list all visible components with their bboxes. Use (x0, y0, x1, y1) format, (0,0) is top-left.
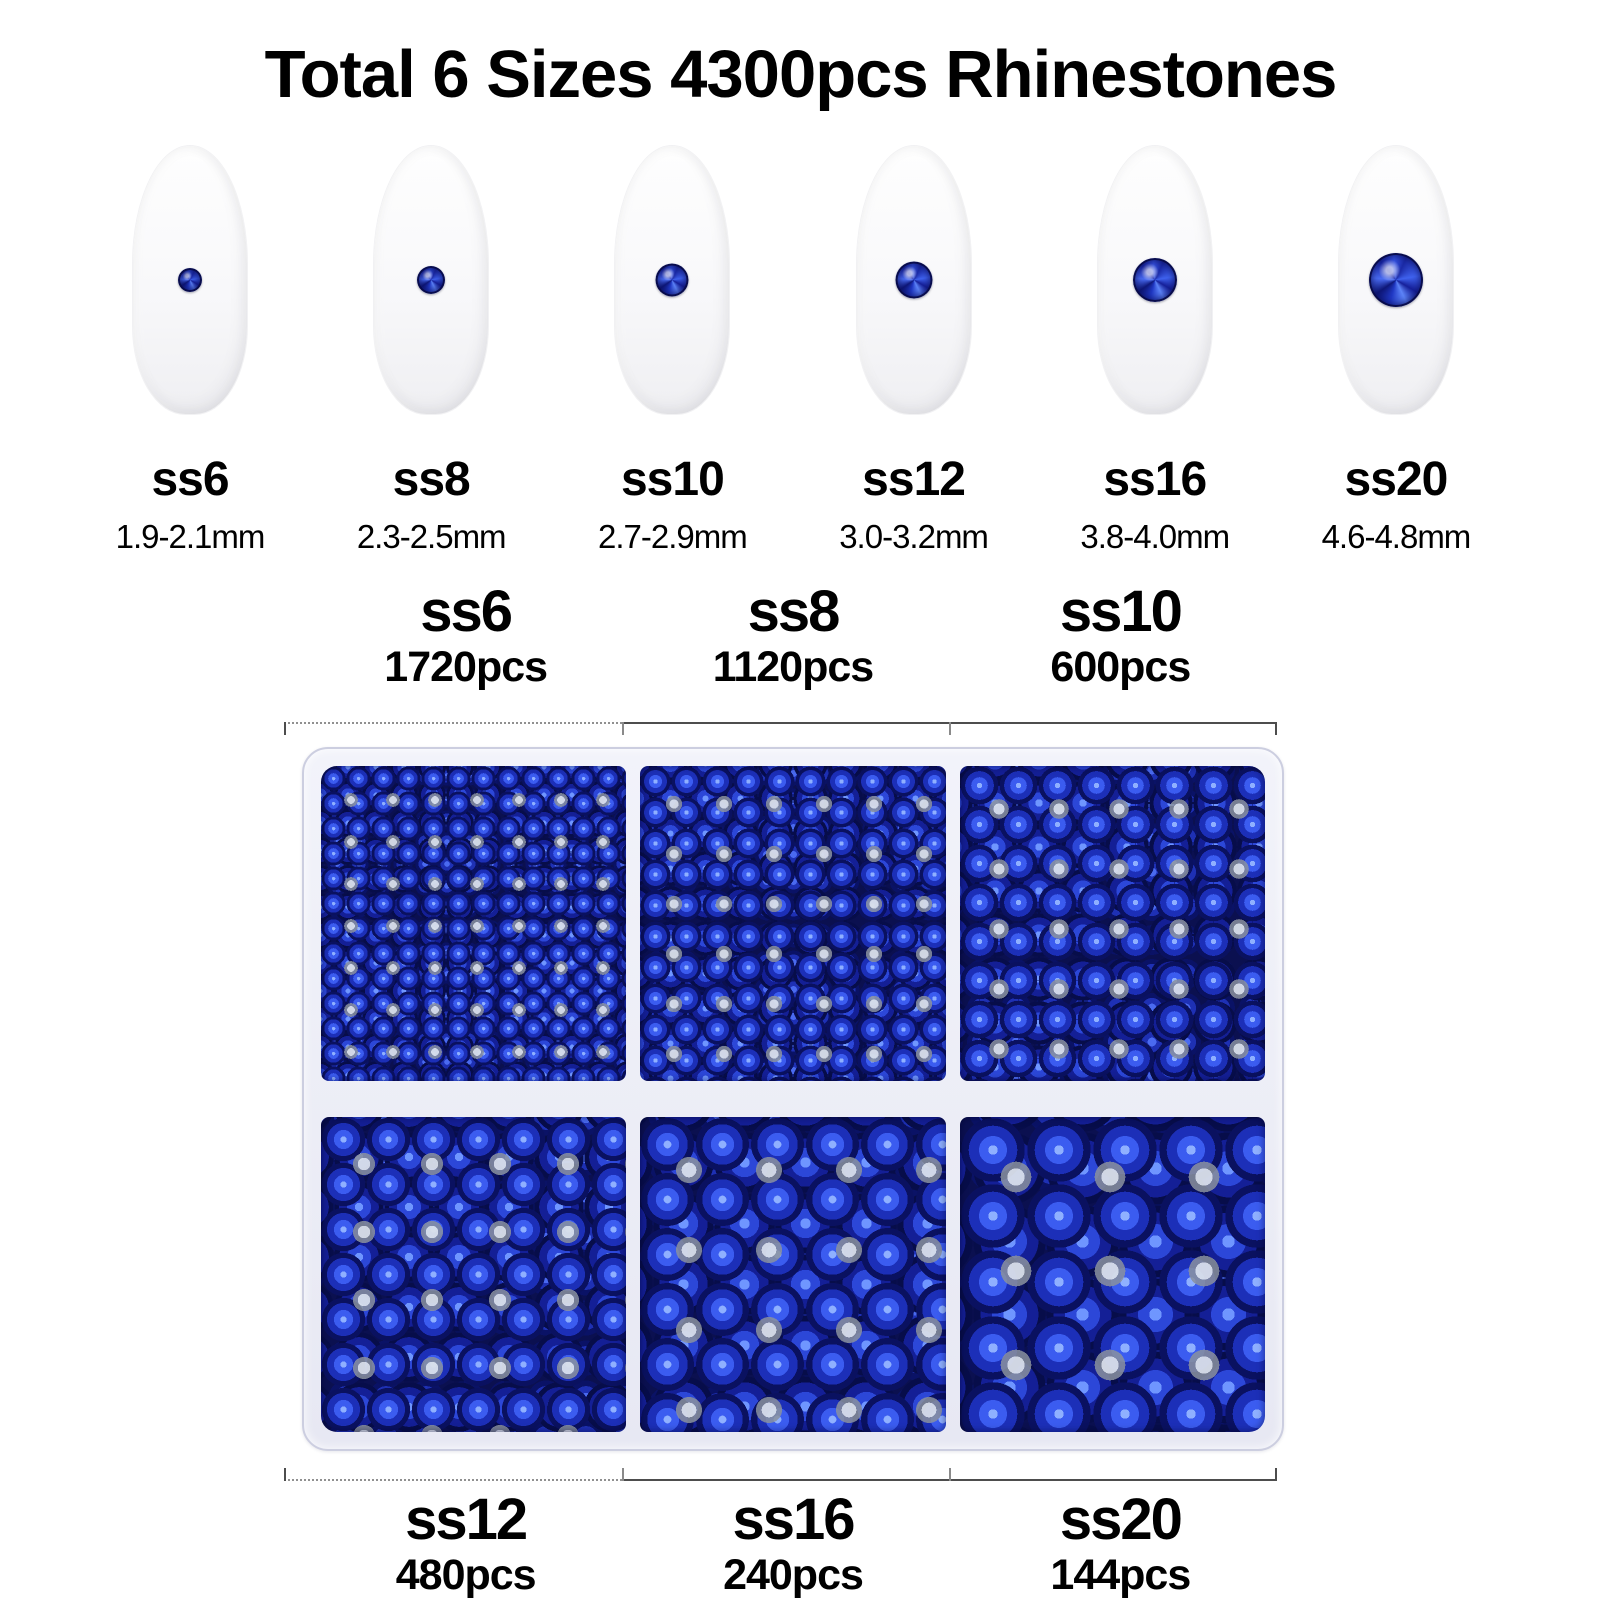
nail-samples-row: ss6 1.9-2.1mm ss8 2.3-2.5mm ss10 2.7-2.9… (80, 146, 1506, 553)
compartment-ss10 (959, 766, 1265, 1081)
nail-range-label: 2.7-2.9mm (598, 518, 748, 555)
box-label-ss16: ss16 240pcs (629, 1487, 956, 1600)
box-count-label: 240pcs (723, 1550, 864, 1599)
nail-tip (374, 146, 489, 414)
nail-size-label: ss6 (151, 453, 229, 506)
nail-sample-ss10: ss10 2.7-2.9mm (562, 146, 782, 553)
compartment-ss8 (640, 766, 946, 1081)
rhinestone-gem-icon (895, 261, 933, 299)
nail-tip (133, 146, 247, 414)
box-compartments (321, 766, 1265, 1432)
box-top-labels: ss6 1720pcs ss8 1120pcs ss10 600pcs (302, 579, 1284, 692)
bracket-dotted-segment (284, 1479, 622, 1481)
compartment-ss12 (321, 1117, 627, 1432)
box-count-label: 1120pcs (712, 642, 874, 691)
nail-size-label: ss10 (620, 453, 725, 506)
box-count-label: 1720pcs (384, 642, 548, 691)
nail-range-label: 3.0-3.2mm (839, 518, 989, 555)
nail-tip (856, 146, 971, 414)
compartment-ss16 (640, 1117, 946, 1432)
box-size-label: ss6 (420, 579, 513, 644)
bracket-tick (284, 722, 286, 735)
bracket-tick (1275, 722, 1277, 735)
nail-tip (615, 146, 730, 414)
rhinestone-gem-icon (1132, 258, 1177, 302)
box-count-label: 600pcs (1050, 642, 1191, 691)
ruler-bracket-bottom (284, 1468, 1277, 1481)
nail-sample-ss12: ss12 3.0-3.2mm (804, 146, 1024, 553)
nail-range-label: 2.3-2.5mm (356, 518, 507, 555)
box-label-ss10: ss10 600pcs (957, 579, 1284, 692)
bracket-tick (949, 1468, 952, 1481)
nail-sample-ss6: ss6 1.9-2.1mm (80, 146, 300, 553)
nail-range-label: 1.9-2.1mm (115, 518, 266, 555)
box-label-ss8: ss8 1120pcs (629, 579, 956, 692)
rhinestone-gem-icon (1368, 253, 1423, 307)
nail-tip (1097, 146, 1212, 414)
box-bottom-labels: ss12 480pcs ss16 240pcs ss20 144pcs (302, 1487, 1284, 1600)
nail-size-label: ss12 (862, 453, 966, 506)
nail-size-label: ss20 (1344, 453, 1449, 506)
box-label-ss6: ss6 1720pcs (302, 579, 629, 692)
nail-sample-ss20: ss20 4.6-4.8mm (1286, 146, 1506, 553)
nail-sample-ss16: ss16 3.8-4.0mm (1045, 146, 1265, 553)
nail-size-label: ss8 (392, 453, 471, 506)
box-count-label: 480pcs (395, 1550, 537, 1599)
compartment-ss20 (959, 1117, 1265, 1432)
bracket-tick (1275, 1468, 1277, 1481)
box-size-label: ss20 (1059, 1487, 1183, 1552)
rhinestone-gem-icon (417, 266, 446, 294)
nail-range-label: 4.6-4.8mm (1321, 518, 1472, 555)
bracket-dotted-segment (284, 722, 622, 724)
nail-range-label: 3.8-4.0mm (1080, 518, 1230, 555)
rhinestone-gem-icon (178, 268, 202, 292)
compartment-ss6 (321, 766, 627, 1081)
bracket-tick (621, 722, 624, 735)
box-size-label: ss8 (747, 579, 841, 644)
box-size-label: ss10 (1059, 579, 1183, 644)
box-label-ss12: ss12 480pcs (302, 1487, 629, 1600)
bracket-tick (284, 1468, 286, 1481)
nail-sample-ss8: ss8 2.3-2.5mm (321, 146, 541, 553)
ruler-bracket-top (284, 722, 1277, 735)
box-size-label: ss16 (732, 1487, 855, 1552)
storage-box (302, 747, 1284, 1451)
page-title: Total 6 Sizes 4300pcs Rhinestones (264, 37, 1338, 112)
box-count-label: 144pcs (1050, 1550, 1191, 1599)
bracket-tick (621, 1468, 624, 1481)
nail-tip (1338, 146, 1453, 414)
box-size-label: ss12 (405, 1487, 528, 1552)
nail-size-label: ss16 (1103, 453, 1207, 506)
bracket-tick (949, 722, 952, 735)
rhinestone-gem-icon (655, 263, 689, 297)
box-label-ss20: ss20 144pcs (957, 1487, 1284, 1600)
